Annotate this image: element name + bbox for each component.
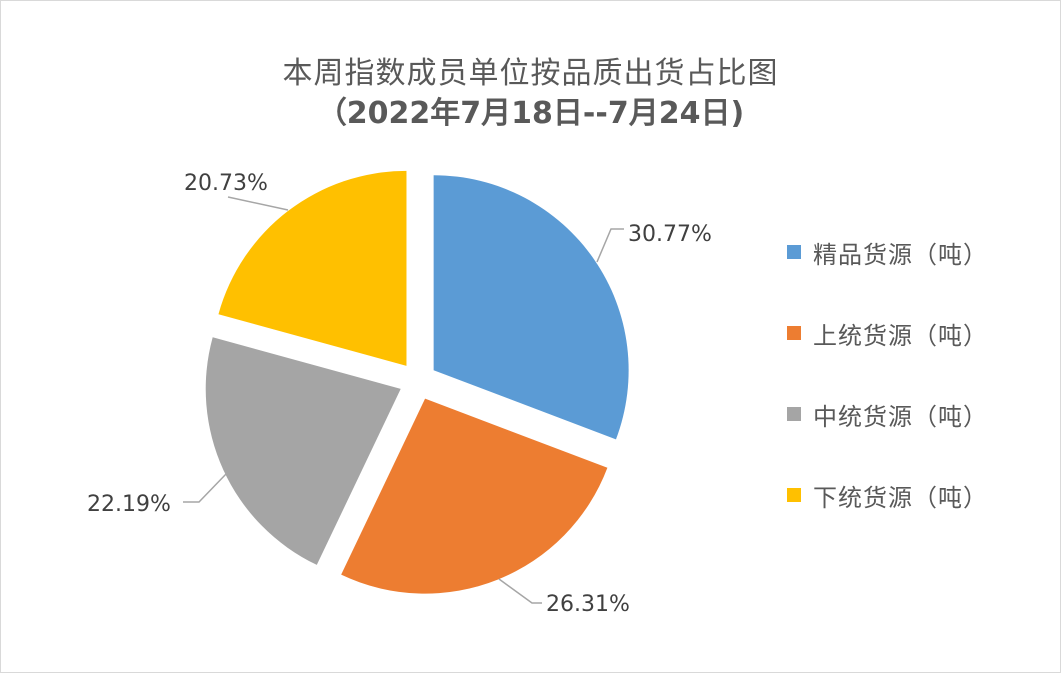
legend-swatch-yellow bbox=[787, 488, 801, 502]
leader-line-jingpin bbox=[596, 228, 624, 263]
data-label-shangtong: 26.31% bbox=[546, 592, 630, 617]
legend-label: 上统货源（吨） bbox=[813, 321, 988, 350]
legend-swatch-blue bbox=[787, 245, 801, 259]
pie-slice-zhongtong bbox=[205, 337, 401, 565]
chart-subtitle: （2022年7月18日--7月24日) bbox=[316, 96, 745, 131]
legend-swatch-orange bbox=[787, 326, 801, 340]
data-label-xiatong: 20.73% bbox=[184, 171, 268, 196]
legend-item-jingpin: 精品货源（吨） bbox=[787, 232, 988, 272]
legend-swatch-gray bbox=[787, 407, 801, 421]
legend-label: 下统货源（吨） bbox=[813, 483, 988, 512]
leader-line-zhongtong bbox=[183, 472, 228, 503]
pie-slice-jingpin bbox=[433, 175, 629, 440]
legend-item-shangtong: 上统货源（吨） bbox=[787, 313, 988, 353]
legend-item-zhongtong: 中统货源（吨） bbox=[787, 394, 988, 434]
data-label-zhongtong: 22.19% bbox=[87, 492, 171, 517]
leader-line-shangtong bbox=[498, 578, 542, 604]
chart-title: 本周指数成员单位按品质出货占比图 bbox=[282, 56, 779, 91]
pie-slice-shangtong bbox=[341, 398, 608, 594]
leader-line-xiatong bbox=[227, 196, 289, 211]
legend: 精品货源（吨） 上统货源（吨） 中统货源（吨） 下统货源（吨） bbox=[787, 232, 988, 556]
legend-label: 中统货源（吨） bbox=[813, 402, 988, 431]
legend-item-xiatong: 下统货源（吨） bbox=[787, 475, 988, 515]
legend-label: 精品货源（吨） bbox=[813, 240, 988, 269]
data-label-jingpin: 30.77% bbox=[628, 222, 712, 247]
pie-slice-xiatong bbox=[218, 170, 407, 366]
pie-slices bbox=[205, 170, 629, 594]
